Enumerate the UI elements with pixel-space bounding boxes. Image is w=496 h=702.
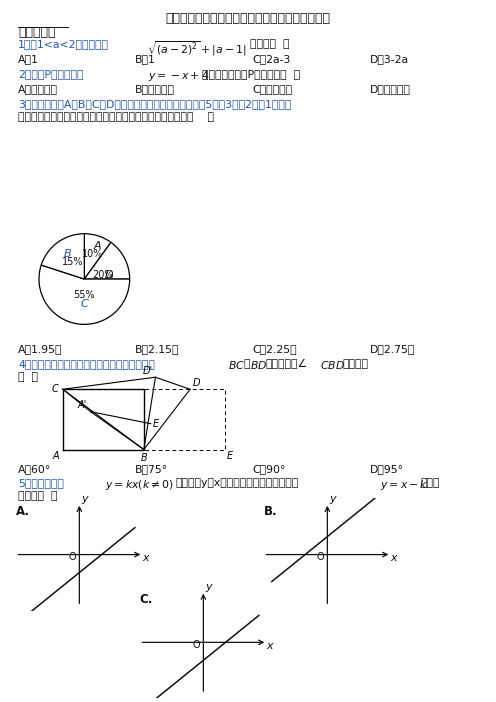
Text: B．1: B．1 — [135, 54, 156, 64]
Text: y: y — [330, 494, 336, 504]
Wedge shape — [84, 242, 129, 279]
Wedge shape — [84, 234, 111, 279]
Text: A．1: A．1 — [18, 54, 39, 64]
Text: A: A — [53, 451, 60, 461]
Text: C．90°: C．90° — [252, 464, 285, 474]
Text: A: A — [93, 241, 101, 251]
Text: B．第二象限: B．第二象限 — [135, 84, 175, 94]
Text: 【冲刺卷】初二数学下期末第一次模拟试卷及答案: 【冲刺卷】初二数学下期末第一次模拟试卷及答案 — [166, 12, 330, 25]
Text: A．60°: A．60° — [18, 464, 51, 474]
Text: D．3-2a: D．3-2a — [370, 54, 409, 64]
Wedge shape — [41, 234, 84, 279]
Text: $BD$: $BD$ — [250, 359, 267, 371]
Text: C: C — [80, 299, 88, 309]
Text: B.: B. — [263, 505, 277, 518]
Text: $\sqrt{(a-2)^2}+|a-1|$: $\sqrt{(a-2)^2}+|a-1|$ — [147, 39, 247, 58]
Text: $y=x-k$: $y=x-k$ — [380, 478, 429, 492]
Text: y: y — [206, 581, 212, 592]
Text: 20%: 20% — [93, 270, 114, 279]
Text: D': D' — [143, 366, 153, 376]
Text: 为折痕，则∠: 为折痕，则∠ — [265, 359, 307, 369]
Text: x: x — [143, 553, 149, 563]
Text: B．2.15元: B．2.15元 — [135, 344, 180, 354]
Text: 15%: 15% — [62, 257, 84, 267]
Text: 大致是（  ）: 大致是（ ） — [18, 491, 58, 501]
Text: B: B — [63, 249, 71, 259]
Text: C．第三象限: C．第三象限 — [252, 84, 292, 94]
Text: 的函数值y随x的增大而增大，则一次函数: 的函数值y随x的增大而增大，则一次函数 — [175, 478, 298, 488]
Text: A.: A. — [15, 505, 29, 518]
Text: 55%: 55% — [73, 290, 95, 300]
Text: （  ）: （ ） — [18, 372, 38, 382]
Text: y: y — [82, 494, 88, 504]
Text: E: E — [227, 451, 233, 461]
Text: 一、选择题: 一、选择题 — [18, 26, 56, 39]
Text: B: B — [140, 453, 147, 463]
Text: 的值为（  ）: 的值为（ ） — [250, 39, 290, 49]
Text: 2．若点P在一次函数: 2．若点P在一次函数 — [18, 69, 83, 79]
Text: C.: C. — [139, 593, 153, 606]
Text: 的度数为: 的度数为 — [342, 359, 368, 369]
Text: 天的销售情况如图所示，则这天销售的矿泉水的平均单价是（    ）: 天的销售情况如图所示，则这天销售的矿泉水的平均单价是（ ） — [18, 112, 214, 122]
Text: x: x — [267, 641, 273, 651]
Text: O: O — [192, 640, 200, 650]
Text: C: C — [52, 384, 58, 395]
Text: 的图象: 的图象 — [420, 478, 439, 488]
Text: 4．将一张长方形纸片按如图所示的方式折叠，: 4．将一张长方形纸片按如图所示的方式折叠， — [18, 359, 155, 369]
Text: 1．当1<a<2时，代数式: 1．当1<a<2时，代数式 — [18, 39, 109, 49]
Text: D．2.75元: D．2.75元 — [370, 344, 415, 354]
Text: O: O — [68, 552, 76, 562]
Text: A': A' — [78, 400, 87, 410]
Wedge shape — [39, 265, 129, 324]
Text: D．95°: D．95° — [370, 464, 404, 474]
Text: 的图像上，则点P一定不在（  ）: 的图像上，则点P一定不在（ ） — [202, 69, 300, 79]
Text: E: E — [153, 418, 159, 429]
Text: B．75°: B．75° — [135, 464, 168, 474]
Text: $CBD$: $CBD$ — [320, 359, 345, 371]
Text: O: O — [316, 552, 324, 562]
Text: A．第一象限: A．第一象限 — [18, 84, 58, 94]
Text: D: D — [105, 270, 114, 279]
Text: $BC$: $BC$ — [228, 359, 245, 371]
Text: C．2a-3: C．2a-3 — [252, 54, 290, 64]
Text: 、: 、 — [243, 359, 249, 369]
Text: A．1.95元: A．1.95元 — [18, 344, 62, 354]
Text: 10%: 10% — [82, 249, 103, 259]
Text: $y=-x+4$: $y=-x+4$ — [148, 69, 209, 83]
Text: D．第四象限: D．第四象限 — [370, 84, 411, 94]
Text: x: x — [391, 553, 397, 563]
Text: 5．正比例函数: 5．正比例函数 — [18, 478, 64, 488]
Text: 3．某超市销售A、B、C、D四种矿泉水，它们的单价依次是5元、3元、2元、1元，某: 3．某超市销售A、B、C、D四种矿泉水，它们的单价依次是5元、3元、2元、1元，… — [18, 99, 291, 109]
Text: $y=kx(k\neq 0)$: $y=kx(k\neq 0)$ — [105, 478, 174, 492]
Text: C．2.25元: C．2.25元 — [252, 344, 297, 354]
Text: D: D — [192, 378, 200, 388]
